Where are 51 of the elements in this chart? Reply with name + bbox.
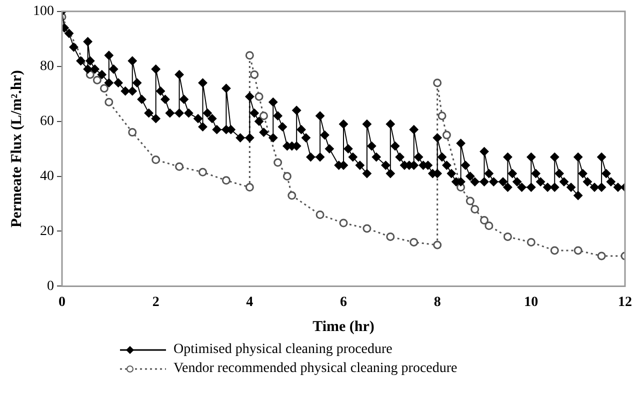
y-axis-title: Permeate Flux (L/m².hr) xyxy=(8,70,25,228)
point xyxy=(104,98,114,106)
y-tick-label: 40 xyxy=(40,168,54,184)
point xyxy=(442,130,451,140)
point xyxy=(316,210,324,219)
point xyxy=(550,246,559,255)
point xyxy=(433,78,442,88)
point xyxy=(274,158,282,167)
point xyxy=(484,221,494,230)
point xyxy=(92,76,102,84)
y-tick-label: 80 xyxy=(40,59,54,74)
point xyxy=(245,183,254,192)
point xyxy=(245,51,254,60)
point xyxy=(128,128,137,137)
point xyxy=(175,162,184,171)
point xyxy=(198,168,207,176)
point xyxy=(480,216,488,224)
point xyxy=(503,232,512,241)
point xyxy=(100,84,108,93)
x-tick-label: 2 xyxy=(152,295,160,310)
point xyxy=(410,238,418,246)
point xyxy=(259,112,268,120)
point xyxy=(574,246,582,255)
point xyxy=(362,224,372,233)
x-tick-label: 0 xyxy=(58,295,66,310)
point xyxy=(339,218,348,228)
point xyxy=(597,252,606,260)
legend-label: Optimised physical cleaning procedure xyxy=(174,342,392,358)
point xyxy=(250,70,259,79)
point xyxy=(152,156,160,164)
x-tick-label: 6 xyxy=(340,295,347,310)
x-axis-title: Time (hr) xyxy=(312,318,374,335)
x-tick-label: 10 xyxy=(524,295,538,310)
point xyxy=(526,238,536,246)
x-tick-label: 4 xyxy=(246,295,254,310)
point xyxy=(282,172,292,181)
point xyxy=(222,176,230,185)
x-tick-label: 8 xyxy=(434,295,441,310)
x-tick-label: 12 xyxy=(618,295,632,310)
point xyxy=(386,232,395,241)
point xyxy=(288,191,296,200)
legend-label: Vendor recommended physical cleaning procedure xyxy=(174,360,458,376)
point xyxy=(466,196,474,206)
y-tick-label: 100 xyxy=(33,4,54,20)
point xyxy=(470,205,480,214)
point xyxy=(433,240,442,250)
y-tick-label: 60 xyxy=(40,114,54,129)
point xyxy=(254,92,264,101)
y-tick-label: 0 xyxy=(47,278,54,294)
point xyxy=(438,112,446,120)
y-tick-label: 20 xyxy=(40,224,54,239)
